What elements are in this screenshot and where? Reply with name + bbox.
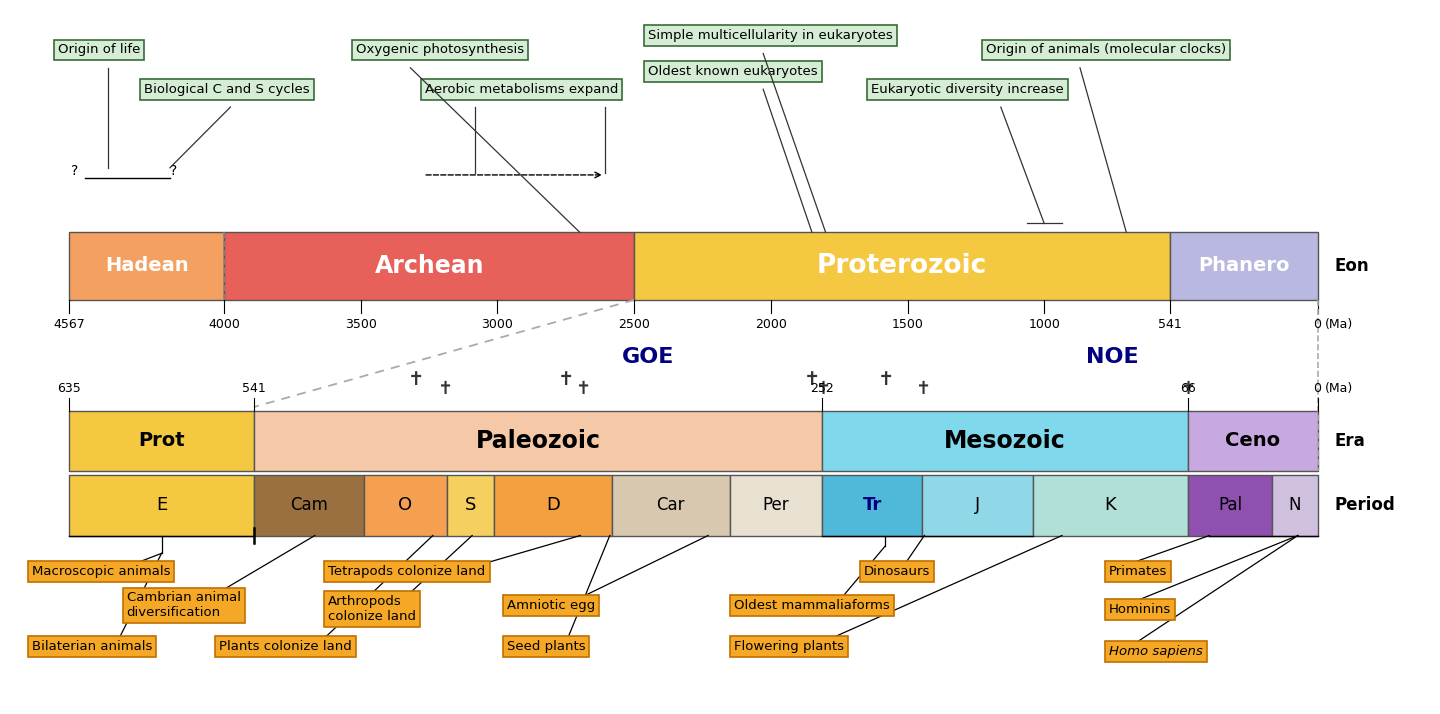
Text: (Ma): (Ma) — [1325, 382, 1354, 395]
Bar — [1273, 475, 1318, 536]
Bar — [225, 232, 634, 300]
Text: GOE: GOE — [622, 347, 674, 367]
Bar — [634, 232, 1169, 300]
Text: Simple multicellularity in eukaryotes: Simple multicellularity in eukaryotes — [648, 29, 893, 42]
Text: Per: Per — [763, 496, 789, 514]
Bar — [730, 475, 822, 536]
Text: ✝: ✝ — [815, 380, 829, 398]
Text: 541: 541 — [242, 382, 266, 395]
Text: Aerobic metabolisms expand: Aerobic metabolisms expand — [425, 83, 618, 96]
Text: Oldest mammaliaforms: Oldest mammaliaforms — [734, 599, 890, 612]
Bar — [69, 411, 253, 471]
Text: 541: 541 — [1158, 318, 1182, 331]
Bar — [364, 475, 446, 536]
Text: Primates: Primates — [1109, 565, 1168, 578]
Text: Hominins: Hominins — [1109, 603, 1171, 615]
Bar — [822, 411, 1188, 471]
Text: 1000: 1000 — [1028, 318, 1060, 331]
Text: Hadean: Hadean — [105, 256, 189, 276]
Text: 0: 0 — [1313, 318, 1322, 331]
Text: 3000: 3000 — [481, 318, 514, 331]
Text: Dinosaurs: Dinosaurs — [864, 565, 930, 578]
Text: 3500: 3500 — [344, 318, 377, 331]
Text: Origin of life: Origin of life — [58, 44, 140, 56]
Text: 0: 0 — [1313, 382, 1322, 395]
Text: Amniotic egg: Amniotic egg — [507, 599, 595, 612]
Text: K: K — [1104, 496, 1116, 514]
Text: Pal: Pal — [1218, 496, 1243, 514]
Text: Eon: Eon — [1335, 257, 1369, 275]
Text: Era: Era — [1335, 432, 1365, 450]
Text: Mesozoic: Mesozoic — [945, 429, 1066, 453]
Text: Plants colonize land: Plants colonize land — [219, 640, 351, 653]
Text: Origin of animals (molecular clocks): Origin of animals (molecular clocks) — [986, 44, 1227, 56]
Bar — [1188, 475, 1273, 536]
Text: Proterozoic: Proterozoic — [816, 253, 986, 279]
Bar — [612, 475, 730, 536]
Text: Biological C and S cycles: Biological C and S cycles — [144, 83, 310, 96]
Text: Archean: Archean — [374, 254, 484, 278]
Text: ✝: ✝ — [914, 380, 930, 398]
Bar — [69, 232, 225, 300]
Text: S: S — [465, 496, 475, 514]
Text: 66: 66 — [1179, 382, 1195, 395]
Text: NOE: NOE — [1086, 347, 1139, 367]
Text: ✝: ✝ — [557, 371, 575, 389]
Bar — [69, 475, 253, 536]
Text: Flowering plants: Flowering plants — [734, 640, 844, 653]
Text: 2000: 2000 — [755, 318, 786, 331]
Text: Bilaterian animals: Bilaterian animals — [32, 640, 153, 653]
Text: Tr: Tr — [863, 496, 881, 514]
Text: Homo sapiens: Homo sapiens — [1109, 645, 1202, 658]
Text: Phanero: Phanero — [1198, 256, 1289, 276]
Text: ✝: ✝ — [1181, 380, 1195, 398]
Text: ✝: ✝ — [408, 371, 423, 389]
Text: ✝: ✝ — [438, 380, 452, 398]
Text: Tetrapods colonize land: Tetrapods colonize land — [328, 565, 485, 578]
Bar — [253, 475, 364, 536]
Text: ?: ? — [170, 164, 177, 178]
Text: Oldest known eukaryotes: Oldest known eukaryotes — [648, 65, 818, 78]
Bar — [1188, 411, 1318, 471]
Text: Cambrian animal
diversification: Cambrian animal diversification — [127, 591, 240, 620]
Bar — [446, 475, 494, 536]
Text: ?: ? — [71, 164, 78, 178]
Text: ✝: ✝ — [575, 380, 590, 398]
Text: Period: Period — [1335, 496, 1395, 514]
Text: ✝: ✝ — [877, 371, 894, 389]
Text: 2500: 2500 — [618, 318, 649, 331]
Text: Arthropods
colonize land: Arthropods colonize land — [328, 595, 416, 623]
Bar — [494, 475, 612, 536]
Text: Seed plants: Seed plants — [507, 640, 586, 653]
Bar — [822, 475, 923, 536]
Bar — [1032, 475, 1188, 536]
Text: Ceno: Ceno — [1225, 431, 1280, 451]
Text: Cam: Cam — [289, 496, 328, 514]
Bar — [923, 475, 1032, 536]
Text: N: N — [1289, 496, 1302, 514]
Text: O: O — [399, 496, 412, 514]
Text: Car: Car — [657, 496, 685, 514]
Text: 635: 635 — [58, 382, 81, 395]
Bar — [1169, 232, 1318, 300]
Text: D: D — [546, 496, 560, 514]
Text: 4000: 4000 — [209, 318, 240, 331]
Text: E: E — [156, 496, 167, 514]
Text: Macroscopic animals: Macroscopic animals — [32, 565, 170, 578]
Text: 252: 252 — [811, 382, 834, 395]
Text: Paleozoic: Paleozoic — [475, 429, 600, 453]
Text: 4567: 4567 — [53, 318, 85, 331]
Text: J: J — [975, 496, 981, 514]
Bar — [253, 411, 822, 471]
Text: (Ma): (Ma) — [1325, 318, 1354, 331]
Text: Prot: Prot — [138, 431, 184, 451]
Text: Oxygenic photosynthesis: Oxygenic photosynthesis — [356, 44, 524, 56]
Text: Eukaryotic diversity increase: Eukaryotic diversity increase — [871, 83, 1064, 96]
Text: ✝: ✝ — [804, 371, 819, 389]
Text: 1500: 1500 — [891, 318, 923, 331]
